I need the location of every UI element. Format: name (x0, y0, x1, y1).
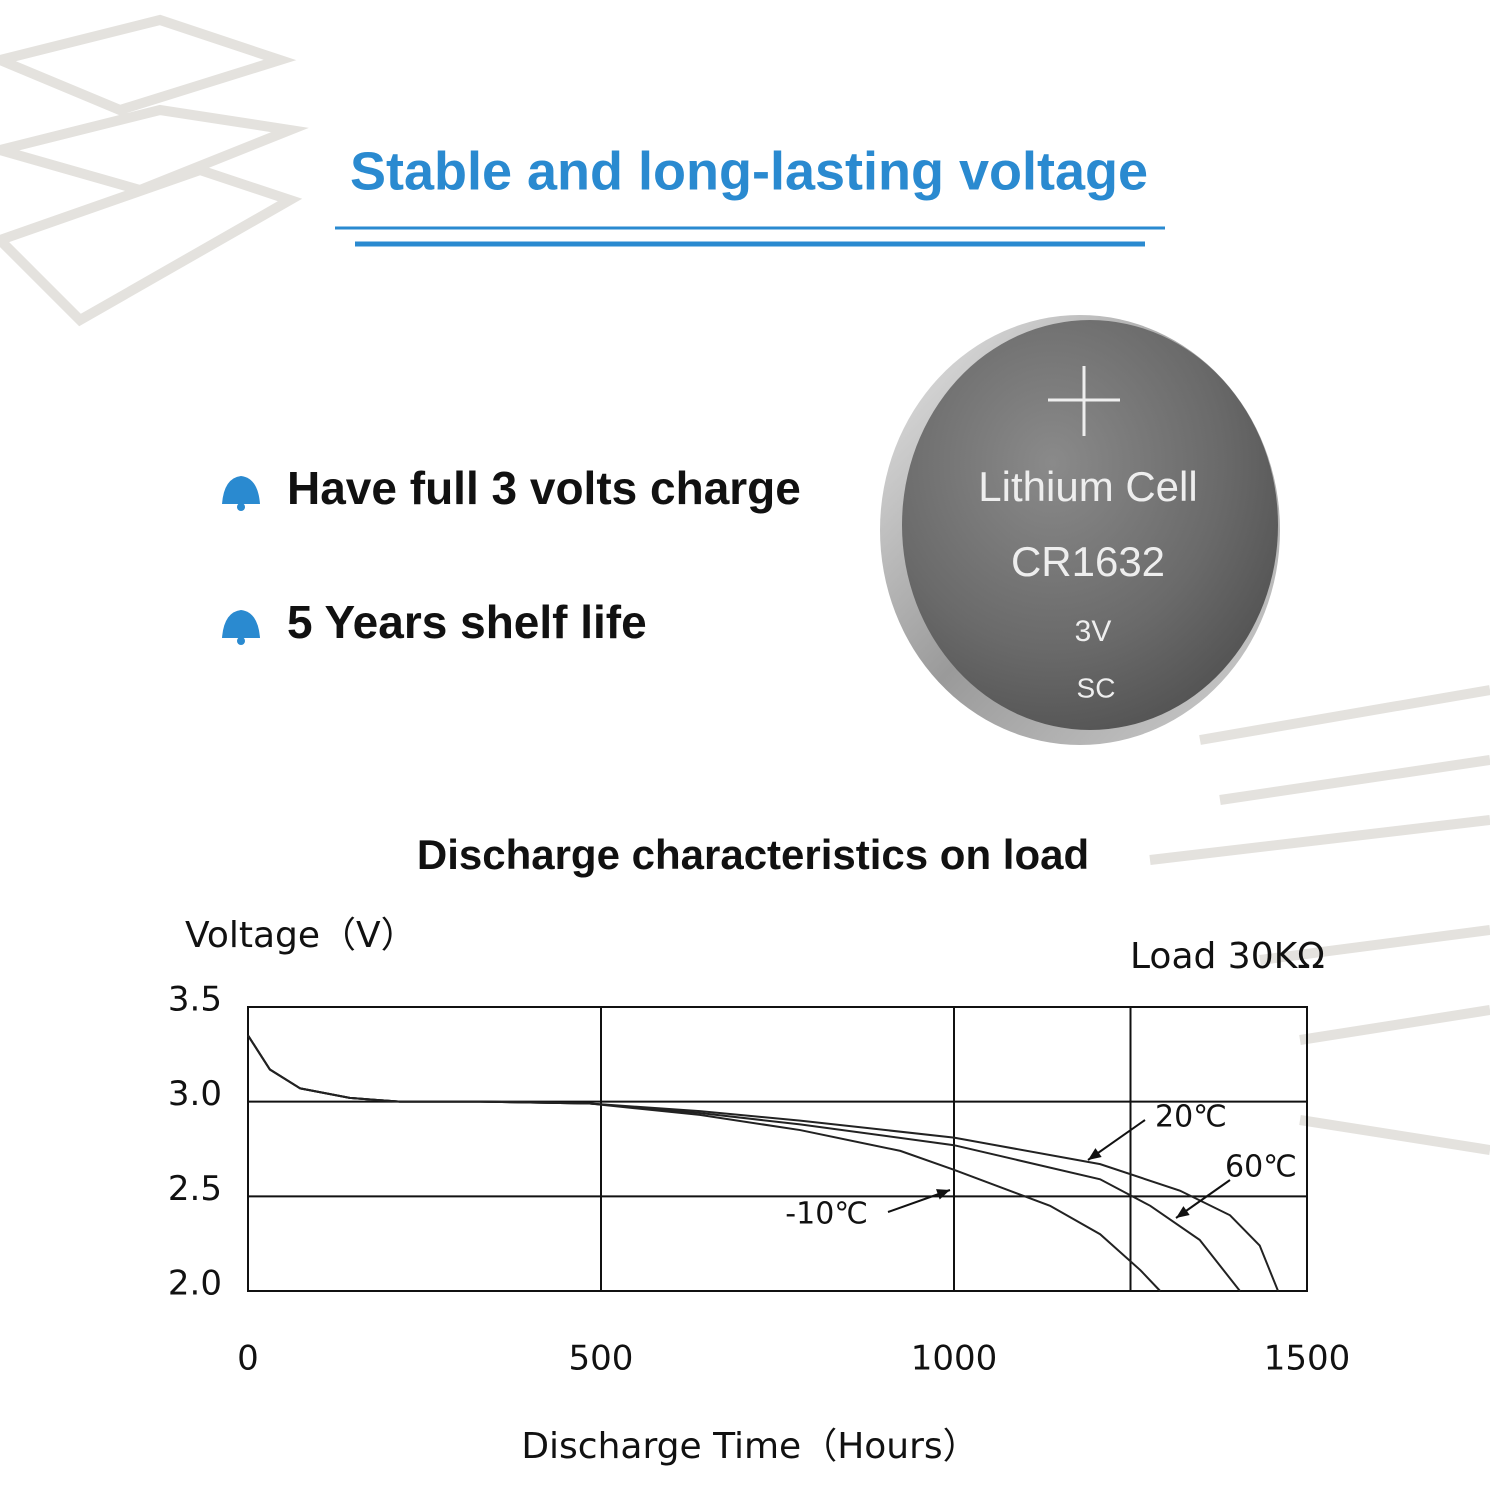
y-tick-label: 2.0 (168, 1264, 222, 1304)
y-tick-label: 3.0 (168, 1074, 222, 1114)
battery-text: Lithium Cell (978, 463, 1197, 510)
battery-text: 3V (1075, 615, 1112, 648)
plot-frame (247, 1006, 1308, 1292)
y-axis-label: Voltage（V） (185, 915, 417, 956)
battery-text: SC (1077, 672, 1116, 703)
feature: Have full 3 volts charge (287, 462, 801, 514)
y-tick-label: 3.5 (168, 980, 222, 1020)
x-tick-label: 1500 (1264, 1339, 1351, 1379)
annotation: Load 30KΩ (1130, 936, 1325, 977)
title: Stable and long-lasting voltage (350, 141, 1148, 201)
series-line (247, 1034, 1161, 1292)
annotation-arrowhead (1088, 1148, 1102, 1160)
annotation: 20℃ (1155, 1100, 1227, 1135)
series-line (247, 1034, 1279, 1292)
y-tick-label: 2.5 (168, 1169, 222, 1209)
battery-text: CR1632 (1011, 538, 1165, 585)
chart-title: Discharge characteristics on load (417, 831, 1089, 878)
plot: 2.0 2.5 3.0 3.5 0 500 1000 1500 Load 30KΩ 20℃ 60℃ -… (168, 936, 1350, 1379)
bullet-icon (222, 476, 260, 645)
feature: 5 Years shelf life (287, 596, 647, 648)
x-axis-label: Discharge Time（Hours） (521, 1426, 978, 1467)
background-sketch (0, 14, 1490, 1155)
annotation: -10℃ (785, 1197, 868, 1232)
annotation: 60℃ (1225, 1150, 1297, 1185)
x-tick-label: 0 (237, 1339, 259, 1379)
annotation-arrowhead (1176, 1206, 1190, 1218)
x-tick-label: 1000 (911, 1339, 998, 1379)
annotation-arrowhead (936, 1189, 950, 1200)
x-tick-label: 500 (569, 1339, 634, 1379)
battery: Lithium Cell CR1632 3V SC (880, 315, 1280, 745)
